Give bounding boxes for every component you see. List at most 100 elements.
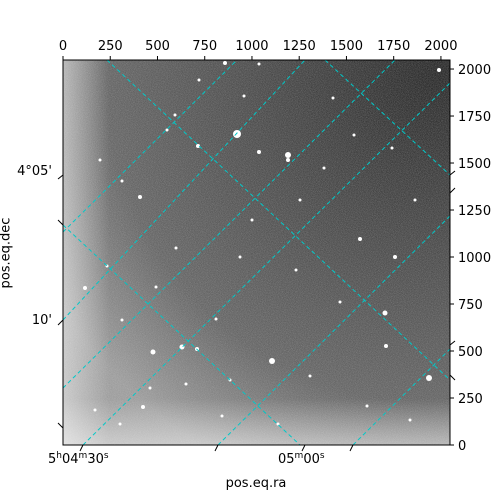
dec-axis-ticks	[57, 174, 64, 429]
star-source	[437, 68, 441, 72]
star-source	[298, 198, 302, 202]
star-source	[413, 198, 417, 202]
dec-tick-right	[449, 187, 456, 194]
star-source	[358, 237, 362, 241]
star-source	[214, 317, 218, 321]
dec-tick	[57, 174, 64, 180]
star-source	[120, 318, 124, 322]
star-source	[322, 166, 326, 170]
star-source	[390, 146, 394, 150]
star-source	[138, 195, 142, 199]
ra-tick	[214, 444, 219, 452]
star-source	[238, 255, 242, 259]
top-x-tick-label: 1750	[377, 39, 410, 54]
star-source	[197, 78, 201, 82]
x-axis-label: pos.eq.ra	[226, 476, 287, 491]
grid-line	[63, 224, 301, 445]
dec-tick	[57, 219, 64, 226]
ra-tick-label-2: 05m00s	[278, 451, 325, 467]
star-sources	[83, 61, 441, 426]
right-y-tick-label: 2000	[458, 63, 491, 78]
coordinate-grid	[63, 60, 450, 445]
star-source	[352, 133, 356, 137]
star-source	[220, 414, 224, 418]
ra-tick	[349, 444, 354, 452]
grid-line	[82, 82, 450, 445]
dec-tick	[57, 319, 64, 326]
right-y-tick-label: 750	[458, 298, 483, 313]
top-x-tick-label: 1500	[330, 39, 363, 54]
star-source	[120, 179, 124, 183]
star-source	[223, 61, 227, 65]
star-source	[154, 285, 158, 289]
top-x-tick-label: 1250	[283, 39, 316, 54]
star-source	[141, 405, 145, 409]
right-y-tick-label: 1250	[458, 204, 491, 219]
top-x-tick-label: 2000	[424, 39, 457, 54]
extra-right-ticks	[449, 170, 456, 381]
star-source	[257, 150, 261, 154]
star-source	[173, 113, 177, 117]
star-source	[294, 268, 298, 272]
top-x-axis: 0 250 500 750 1000 1250 1500 1750 2000	[59, 39, 457, 60]
star-source	[269, 358, 275, 364]
star-source	[331, 96, 335, 100]
top-x-tick-label: 0	[59, 39, 67, 54]
grid-line	[63, 60, 306, 321]
star-source	[233, 130, 241, 138]
grid-line	[106, 60, 450, 381]
dec-tick-right	[449, 340, 456, 346]
star-source	[174, 246, 178, 250]
star-source	[408, 418, 412, 422]
dec-tick-label-1: 4°05'	[17, 164, 52, 179]
star-source	[250, 218, 254, 222]
star-source	[257, 62, 261, 66]
grid-line	[217, 215, 450, 445]
star-source	[285, 152, 291, 158]
ra-tick	[301, 444, 306, 452]
ra-tick-label-1: 5h04m30s	[48, 451, 109, 467]
grid-line	[352, 348, 450, 445]
ra-axis-ticks	[79, 444, 354, 452]
right-y-tick-label: 0	[458, 439, 466, 454]
star-source	[338, 300, 342, 304]
right-y-tick-label: 500	[458, 345, 483, 360]
top-x-tick-label: 500	[145, 39, 170, 54]
right-y-axis: 0 250 500 750 1000 1250 1500 1750 2000	[450, 63, 491, 454]
right-y-tick-label: 1750	[458, 110, 491, 125]
top-x-tick-label: 750	[192, 39, 217, 54]
dec-tick	[57, 422, 64, 429]
grid-line	[324, 60, 450, 176]
grid-line	[63, 60, 396, 389]
top-x-tick-label: 1000	[235, 39, 268, 54]
star-source	[242, 94, 246, 98]
star-source	[426, 375, 432, 381]
right-y-tick-label: 250	[458, 392, 483, 407]
star-source	[150, 349, 156, 355]
star-source	[184, 382, 188, 386]
top-x-tick-label: 250	[98, 39, 123, 54]
star-source	[384, 344, 388, 348]
star-source	[148, 386, 152, 390]
dec-tick-label-2: 10'	[32, 313, 52, 328]
image-frame	[62, 59, 451, 446]
grid-line	[63, 60, 238, 233]
star-source	[393, 255, 397, 259]
star-source	[196, 144, 200, 148]
dec-tick-right	[449, 374, 456, 381]
star-source	[308, 374, 312, 378]
star-source	[382, 310, 388, 316]
right-y-tick-label: 1500	[458, 157, 491, 172]
dec-tick-right	[449, 170, 456, 176]
star-source	[118, 422, 122, 426]
star-source	[98, 158, 102, 162]
star-source	[165, 128, 169, 132]
right-y-tick-label: 1000	[458, 251, 491, 266]
image-bottom-edge-glow	[63, 60, 450, 445]
image-panel	[62, 59, 451, 446]
star-source	[93, 408, 97, 412]
star-source	[83, 286, 87, 290]
y-axis-label: pos.eq.dec	[0, 218, 14, 289]
ra-tick	[79, 444, 84, 452]
star-source	[286, 158, 290, 162]
